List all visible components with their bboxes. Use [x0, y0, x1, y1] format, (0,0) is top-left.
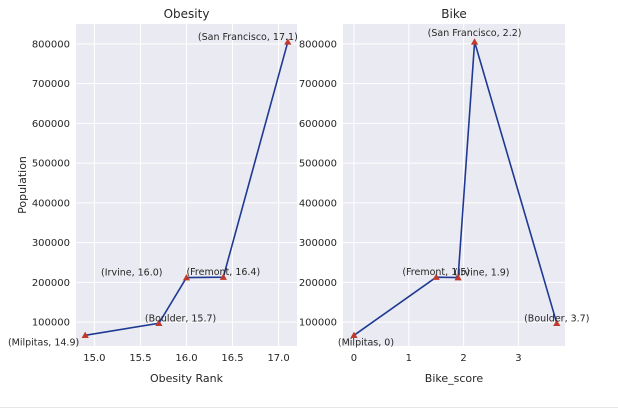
y-tick-label: 400000: [299, 198, 337, 209]
data-point-annotation: (Milpitas, 14.9): [8, 337, 79, 348]
y-tick-label: 300000: [299, 238, 337, 249]
data-point-marker: [454, 274, 462, 281]
y-tick-label: 500000: [299, 159, 337, 170]
y-tick-label: 200000: [32, 278, 70, 289]
chart-panel-obesity: 15.0 15.5 16.0 16.5 17.0 100000 200000 300000 40…: [8, 7, 298, 385]
data-point-annotation: (Fremont, 16.4): [186, 267, 260, 278]
data-point-marker: [432, 273, 440, 280]
y-tick-label: 500000: [32, 159, 70, 170]
x-tick-label: 15.0: [83, 353, 105, 364]
y-tick-label: 800000: [299, 39, 337, 50]
y-tick-label: 300000: [32, 238, 70, 249]
x-tick-label: 0: [351, 353, 357, 364]
y-tick-label: 800000: [32, 39, 70, 50]
y-tick-label: 700000: [299, 79, 337, 90]
x-tick-label: 3: [515, 353, 521, 364]
data-point-annotation: (Boulder, 15.7): [145, 313, 216, 324]
data-point-marker: [155, 319, 163, 327]
x-tick-label: 16.5: [221, 353, 243, 364]
x-tick-label: 15.5: [129, 353, 151, 364]
chart-title: Bike: [441, 7, 466, 21]
x-axis-label: Obesity Rank: [150, 372, 224, 385]
chart-title: Obesity: [164, 7, 210, 21]
data-point-marker: [182, 274, 191, 281]
y-tick-label: 600000: [32, 119, 70, 130]
data-point-marker: [350, 331, 358, 338]
x-tick-label: 17.0: [267, 353, 289, 364]
y-tick-label: 400000: [32, 198, 70, 209]
plot-area: [343, 24, 565, 346]
data-point-annotation: (Fremont, 1.5): [402, 267, 470, 278]
data-point-marker: [470, 38, 479, 45]
data-point-annotation: (Irvine, 1.9): [454, 268, 509, 279]
y-tick-label: 600000: [299, 119, 337, 130]
page-divider: [0, 407, 618, 408]
y-tick-label: 200000: [299, 278, 337, 289]
data-point-marker: [284, 38, 292, 45]
data-point-marker: [81, 331, 89, 338]
data-point-annotation: (Milpitas, 0): [338, 337, 394, 348]
y-axis-label: Population: [16, 156, 29, 214]
data-point-annotation: (San Francisco, 17.1): [198, 32, 298, 43]
y-tick-label: 700000: [32, 79, 70, 90]
data-point-annotation: (San Francisco, 2.2): [428, 28, 522, 39]
y-tick-label: 100000: [32, 318, 70, 329]
x-axis-label: Bike_score: [425, 372, 484, 385]
x-tick-label: 1: [406, 353, 412, 364]
chart-panel-bike: 0 1 2 3 100000 200000 300000 400000 500000 600000…: [299, 7, 590, 385]
data-point-marker: [219, 273, 227, 280]
x-tick-label: 2: [460, 353, 466, 364]
x-tick-label: 16.0: [175, 353, 197, 364]
data-point-marker: [553, 319, 561, 327]
data-point-annotation: (Irvine, 16.0): [101, 268, 162, 279]
data-point-annotation: (Boulder, 3.7): [524, 313, 589, 324]
y-tick-label: 100000: [299, 318, 337, 329]
